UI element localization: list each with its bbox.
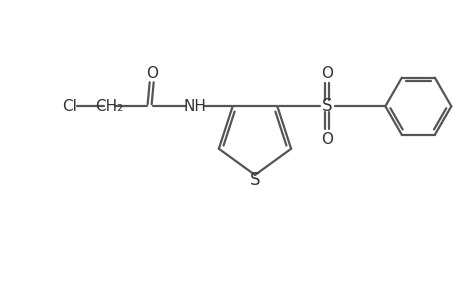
Text: S: S [249, 171, 260, 189]
Text: O: O [146, 66, 157, 81]
Text: O: O [321, 132, 333, 147]
Text: O: O [321, 66, 333, 81]
Text: CH₂: CH₂ [95, 99, 123, 114]
Text: Cl: Cl [62, 99, 77, 114]
Text: S: S [321, 97, 332, 115]
Text: NH: NH [183, 99, 206, 114]
